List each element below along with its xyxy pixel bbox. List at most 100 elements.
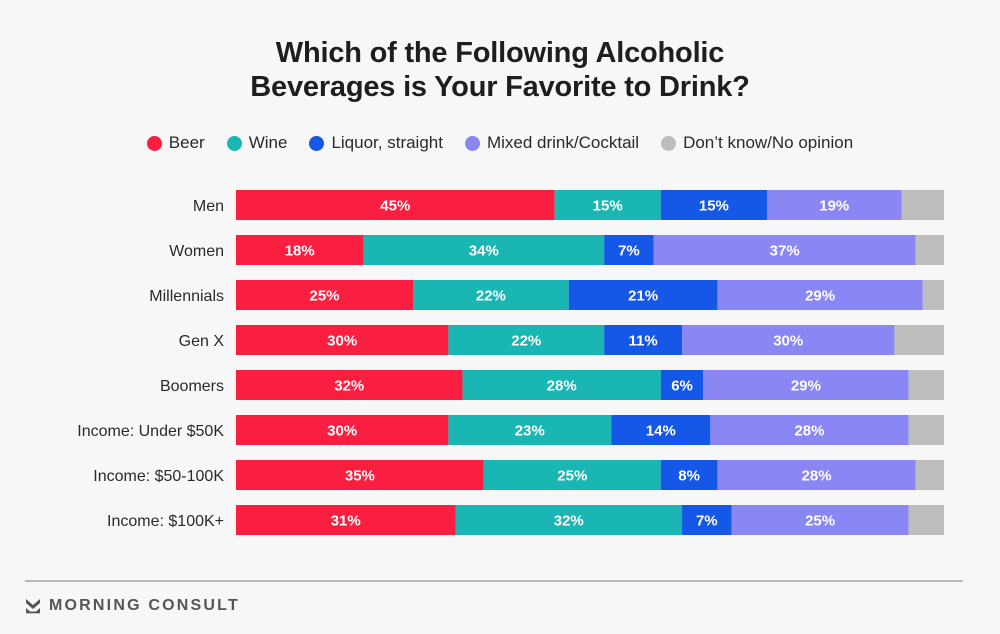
bar-segment-wine bbox=[448, 325, 605, 355]
data-label: 29% bbox=[791, 378, 821, 395]
bar-segment-mixed-drink-cocktail bbox=[703, 370, 909, 400]
chart-title: Which of the Following Alcoholic Beverag… bbox=[0, 36, 1000, 104]
bar-segment-mixed-drink-cocktail bbox=[717, 280, 923, 310]
data-label: 25% bbox=[557, 468, 587, 485]
data-label: 31% bbox=[331, 513, 361, 530]
bar-segment-don-t-know-no-opinion bbox=[915, 235, 944, 265]
bar-segment-beer bbox=[236, 415, 449, 445]
data-label: 8% bbox=[678, 468, 700, 485]
bar-segment-mixed-drink-cocktail bbox=[710, 415, 909, 445]
footer-divider bbox=[25, 580, 963, 582]
bar-segment-don-t-know-no-opinion bbox=[908, 370, 944, 400]
legend-item-mixed-drink: Mixed drink/Cocktail bbox=[464, 133, 640, 153]
bar-segment-don-t-know-no-opinion bbox=[908, 415, 944, 445]
bar-segment-beer bbox=[236, 235, 364, 265]
bar-segment-mixed-drink-cocktail bbox=[682, 325, 895, 355]
bar-segment-liquor-straight bbox=[611, 415, 711, 445]
data-label: 22% bbox=[511, 333, 541, 350]
category-label: Income: Under $50K bbox=[77, 423, 224, 440]
bar-row-income-under-50k: Income: Under $50K 30% 23% 14% 28% bbox=[77, 415, 944, 445]
bar-segment-wine bbox=[554, 190, 661, 220]
data-label: 25% bbox=[309, 288, 339, 305]
bar-segment-mixed-drink-cocktail bbox=[731, 505, 909, 535]
data-label: 28% bbox=[802, 468, 832, 485]
chart-title-line-1: Which of the Following Alcoholic bbox=[275, 37, 725, 69]
bar-row-gen-x: Gen X 30% 22% 11% 30% bbox=[179, 325, 944, 355]
footer-brand-text: MORNING CONSULT bbox=[49, 597, 240, 614]
bar-segment-wine bbox=[462, 370, 661, 400]
legend: Beer Wine Liquor, straight Mixed drink/C… bbox=[0, 133, 1000, 153]
legend-swatch-wine bbox=[226, 135, 242, 151]
legend-label-dont-know: Don’t know/No opinion bbox=[683, 133, 854, 152]
bar-segment-beer bbox=[236, 505, 456, 535]
bar-segment-wine bbox=[448, 415, 612, 445]
data-label: 37% bbox=[770, 243, 800, 260]
legend-label-mixed-drink: Mixed drink/Cocktail bbox=[486, 133, 640, 152]
data-label: 23% bbox=[515, 423, 545, 440]
bar-row-men: Men 45% 15% 15% 19% bbox=[193, 190, 944, 220]
data-label: 30% bbox=[327, 333, 357, 350]
data-label: 7% bbox=[696, 513, 718, 530]
legend-item-wine: Wine bbox=[226, 133, 288, 153]
bar-segment-don-t-know-no-opinion bbox=[894, 325, 944, 355]
bar-segment-beer bbox=[236, 460, 484, 490]
bar-segment-wine bbox=[363, 235, 605, 265]
bar-segment-don-t-know-no-opinion bbox=[915, 460, 944, 490]
bar-segment-mixed-drink-cocktail bbox=[653, 235, 916, 265]
data-label: 15% bbox=[593, 198, 623, 215]
bar-segment-beer bbox=[236, 325, 449, 355]
bar-segment-wine bbox=[413, 280, 569, 310]
bar-segment-liquor-straight bbox=[660, 370, 704, 400]
data-label: 28% bbox=[794, 423, 824, 440]
data-label: 28% bbox=[547, 378, 577, 395]
bar-row-women: Women 18% 34% 7% 37% bbox=[169, 235, 944, 265]
data-label: 25% bbox=[805, 513, 835, 530]
data-label: 29% bbox=[805, 288, 835, 305]
data-label: 30% bbox=[773, 333, 803, 350]
bar-segment-liquor-straight bbox=[660, 190, 767, 220]
data-label: 6% bbox=[671, 378, 693, 395]
bar-segment-don-t-know-no-opinion bbox=[901, 190, 944, 220]
footer-brand: MORNING CONSULT bbox=[25, 597, 240, 615]
category-label: Women bbox=[169, 243, 224, 260]
legend-swatch-beer bbox=[146, 135, 162, 151]
data-label: 45% bbox=[380, 198, 410, 215]
data-label: 35% bbox=[345, 468, 375, 485]
bar-row-income-100k: Income: $100K+ 31% 32% 7% 25% bbox=[107, 505, 944, 535]
morning-consult-logo-icon bbox=[26, 599, 40, 614]
bar-segment-liquor-straight bbox=[568, 280, 718, 310]
data-label: 21% bbox=[628, 288, 658, 305]
category-label: Millennials bbox=[149, 288, 224, 305]
data-label: 19% bbox=[819, 198, 849, 215]
bar-segment-don-t-know-no-opinion bbox=[922, 280, 944, 310]
category-label: Boomers bbox=[160, 378, 224, 395]
legend-item-beer: Beer bbox=[146, 133, 205, 153]
data-label: 11% bbox=[628, 333, 657, 350]
legend-item-dont-know: Don’t know/No opinion bbox=[661, 133, 853, 153]
legend-label-liquor: Liquor, straight bbox=[331, 133, 443, 152]
data-label: 7% bbox=[618, 243, 640, 260]
bar-row-boomers: Boomers 32% 28% 6% 29% bbox=[160, 370, 944, 400]
legend-label-wine: Wine bbox=[248, 133, 288, 152]
bar-segment-liquor-straight bbox=[604, 325, 683, 355]
data-label: 34% bbox=[469, 243, 499, 260]
data-label: 32% bbox=[554, 513, 584, 530]
bar-segment-beer bbox=[236, 370, 463, 400]
category-label: Income: $100K+ bbox=[107, 513, 224, 530]
category-label: Gen X bbox=[179, 333, 225, 350]
bar-segment-liquor-straight bbox=[660, 460, 718, 490]
legend-swatch-liquor bbox=[309, 135, 325, 151]
bar-segment-liquor-straight bbox=[682, 505, 732, 535]
legend-swatch-dont-know bbox=[661, 135, 677, 151]
bar-segment-mixed-drink-cocktail bbox=[717, 460, 916, 490]
bar-segment-don-t-know-no-opinion bbox=[908, 505, 944, 535]
bar-segment-wine bbox=[483, 460, 661, 490]
bar-segment-beer bbox=[236, 190, 555, 220]
data-label: 15% bbox=[699, 198, 729, 215]
legend-label-beer: Beer bbox=[168, 133, 205, 152]
data-label: 30% bbox=[327, 423, 357, 440]
data-label: 18% bbox=[285, 243, 315, 260]
bar-row-millennials: Millennials 25% 22% 21% 29% bbox=[149, 280, 944, 310]
category-label: Income: $50-100K bbox=[93, 468, 224, 485]
